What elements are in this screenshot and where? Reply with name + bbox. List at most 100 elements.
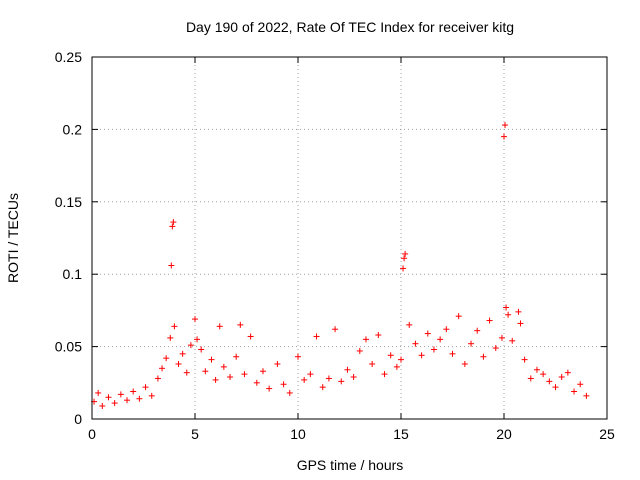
data-point [111, 400, 118, 407]
data-point [362, 336, 369, 343]
data-point [468, 340, 475, 347]
data-point [552, 384, 559, 391]
data-point [577, 381, 584, 388]
data-point [393, 363, 400, 370]
data-point [220, 363, 227, 370]
axis-ticks: 0 5 10 15 20 25 0 0.05 0.1 0.15 0.2 0.25 [55, 49, 615, 442]
data-point [406, 321, 413, 328]
data-point [169, 223, 176, 230]
data-point [142, 384, 149, 391]
x-tick-label: 10 [290, 426, 306, 442]
data-point [402, 250, 409, 257]
data-point [163, 355, 170, 362]
x-tick-label: 20 [496, 426, 512, 442]
data-point [167, 334, 174, 341]
y-axis-label: ROTI / TECUs [5, 193, 21, 283]
data-point [99, 402, 106, 409]
data-point [247, 333, 254, 340]
data-point [313, 333, 320, 340]
data-point [259, 368, 266, 375]
data-point [307, 371, 314, 378]
data-point [486, 317, 493, 324]
data-point [332, 326, 339, 333]
data-point [356, 347, 363, 354]
data-point [461, 360, 468, 367]
data-point [381, 371, 388, 378]
data-point [437, 336, 444, 343]
data-point [301, 376, 308, 383]
chart-title: Day 190 of 2022, Rate Of TEC Index for r… [186, 19, 514, 35]
data-point [105, 394, 112, 401]
data-point [295, 353, 301, 360]
y-tick-label: 0 [74, 411, 82, 427]
data-point [517, 320, 524, 327]
x-tick-label: 0 [88, 426, 96, 442]
data-point [540, 371, 547, 378]
data-point [498, 334, 505, 341]
data-point [168, 262, 175, 269]
data-point [412, 340, 419, 347]
data-point [533, 366, 540, 373]
data-point [387, 352, 394, 359]
data-point [527, 375, 534, 382]
data-point [154, 375, 161, 382]
data-point [124, 397, 131, 404]
data-point [583, 392, 590, 399]
data-point [546, 378, 553, 385]
data-point [95, 389, 102, 396]
data-point [515, 308, 522, 315]
data-points [91, 122, 590, 409]
data-point [175, 360, 182, 367]
data-point [503, 304, 510, 311]
data-point [521, 356, 528, 363]
data-point [227, 374, 234, 381]
data-point [505, 311, 512, 318]
data-point [571, 388, 578, 395]
data-point [558, 374, 565, 381]
data-point [280, 381, 287, 388]
data-point [266, 385, 273, 392]
data-point [117, 391, 124, 398]
x-tick-label: 15 [393, 426, 409, 442]
data-point [148, 392, 155, 399]
data-point [325, 375, 332, 382]
data-point [202, 368, 209, 375]
data-point [424, 330, 431, 337]
data-point [130, 388, 137, 395]
data-point [159, 365, 166, 372]
data-point [194, 336, 201, 343]
data-point [171, 323, 178, 330]
data-point [253, 379, 260, 386]
data-point [492, 345, 499, 352]
data-point [338, 378, 345, 385]
data-point [216, 323, 223, 330]
data-point [375, 332, 382, 339]
data-point [179, 350, 186, 357]
data-point [474, 327, 481, 334]
data-point [212, 376, 219, 383]
data-point [187, 342, 194, 349]
y-tick-label: 0.05 [55, 339, 82, 355]
x-axis-label: GPS time / hours [297, 457, 404, 473]
data-point [198, 346, 205, 353]
data-point [564, 369, 571, 376]
data-point [208, 356, 215, 363]
grid-lines [92, 57, 607, 419]
data-point [455, 313, 462, 320]
data-point [418, 352, 425, 359]
data-point [286, 389, 293, 396]
data-point [502, 122, 509, 129]
data-point [350, 374, 357, 381]
data-point [401, 255, 408, 262]
data-point [233, 353, 240, 360]
y-tick-label: 0.15 [55, 194, 82, 210]
data-point [241, 371, 248, 378]
data-point [274, 360, 281, 367]
data-point [369, 360, 376, 367]
data-point [449, 350, 456, 357]
data-point [319, 384, 326, 391]
data-point [136, 395, 143, 402]
data-point [398, 356, 404, 363]
y-tick-label: 0.2 [63, 121, 83, 137]
